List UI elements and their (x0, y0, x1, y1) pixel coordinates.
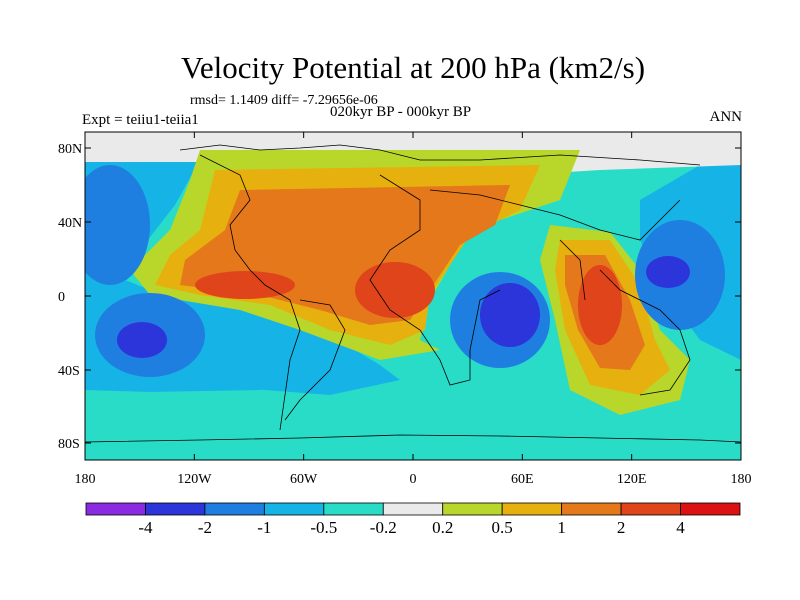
colorbar-label: 2 (616, 518, 626, 537)
colorbar-swatch (680, 502, 741, 516)
colorbar-swatch (620, 502, 681, 516)
colorbar-swatch (561, 502, 622, 516)
contour-field (85, 132, 741, 460)
indian-positive-core (578, 265, 622, 345)
map-title: Velocity Potential at 200 hPa (km2/s) (180, 50, 646, 85)
colorbar-swatch (501, 502, 563, 516)
africa-positive-core (355, 262, 435, 318)
x-tick-label: 120E (617, 472, 647, 487)
y-tick-label: 40N (58, 216, 82, 231)
colorbar-label: -4 (138, 518, 153, 537)
x-tick-label: 60W (290, 472, 318, 487)
stats-line: rmsd= 1.1409 diff= -7.29656e-06 (190, 93, 378, 108)
y-tick-label: 80N (58, 142, 82, 157)
x-tick-label: 0 (410, 472, 417, 487)
colorbar-label: -2 (197, 518, 212, 537)
colorbar-label: -0.5 (310, 518, 338, 537)
atlantic-positive-core (195, 271, 295, 299)
colorbar-label: 0.2 (432, 518, 454, 537)
colorbar-label: 0.5 (491, 518, 513, 537)
period-label: 020kyr BP - 000kyr BP (330, 104, 472, 120)
pacific-negative-core (117, 322, 167, 358)
colorbar-swatch (442, 502, 503, 516)
experiment-label: Expt = teiiu1-teiia1 (82, 112, 199, 128)
colorbar-swatch (323, 502, 384, 516)
colorbar-label: 4 (676, 518, 685, 537)
x-tick-label: 180 (75, 472, 96, 487)
colorbar-swatch (382, 502, 444, 516)
colorbar (85, 502, 741, 516)
y-tick-label: 40S (58, 364, 80, 379)
colorbar-label: 1 (557, 518, 566, 537)
colorbar-swatch (204, 502, 265, 516)
colorbar-label: -1 (257, 518, 272, 537)
colorbar-label: -0.2 (369, 518, 397, 537)
season-label: ANN (709, 109, 743, 125)
north-pacific-negative-mid (85, 165, 150, 285)
x-tick-label: 120W (177, 472, 212, 487)
indian-negative-core (480, 283, 540, 347)
colorbar-swatch (145, 502, 206, 516)
colorbar-swatch (85, 502, 146, 516)
colorbar-swatch (263, 502, 325, 516)
x-tick-label: 60E (511, 472, 534, 487)
x-tick-label: 180 (731, 472, 752, 487)
coastlines (85, 144, 741, 443)
y-tick-label: 0 (58, 290, 65, 305)
axis-ticks (84, 132, 742, 460)
west-pacific-negative-core (646, 256, 690, 288)
axis-labels: 80N 40N 0 40S 80S 180 120W 60W 0 60E 120E 180 (58, 142, 752, 487)
y-tick-label: 80S (58, 437, 80, 452)
